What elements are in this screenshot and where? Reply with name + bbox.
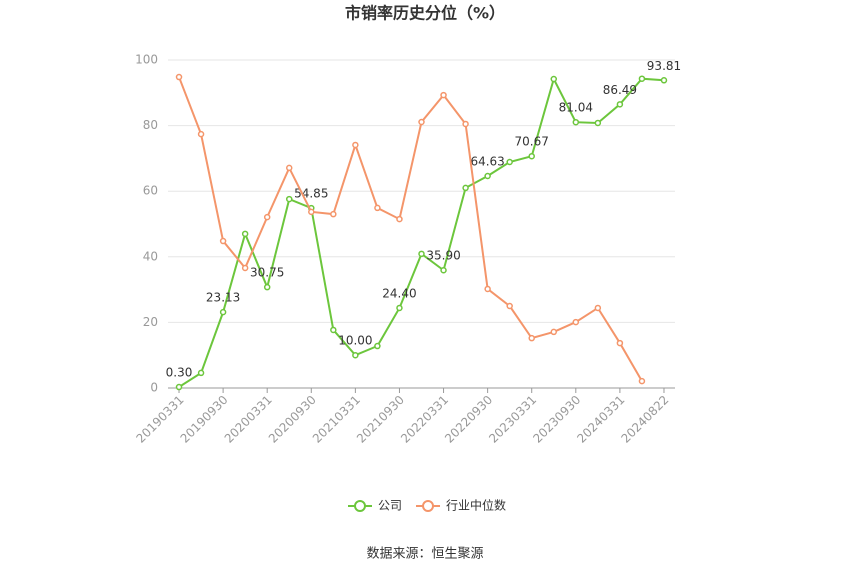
data-label: 0.30 (166, 366, 193, 380)
point (175, 383, 183, 391)
x-tick-label: 20240822 (618, 393, 671, 446)
y-tick-label: 100 (135, 53, 158, 67)
data-label: 10.00 (338, 334, 372, 348)
legend-label: 公司 (378, 499, 402, 513)
point (396, 304, 403, 312)
source: 数据来源：恒生聚源 (366, 547, 483, 562)
point (594, 304, 602, 312)
data-label: 24.40 (382, 286, 416, 300)
point (506, 302, 513, 310)
y-tick-label: 60 (143, 184, 158, 198)
point (308, 208, 315, 216)
point (506, 158, 513, 166)
point (263, 213, 271, 221)
point (374, 204, 381, 212)
point (440, 266, 447, 274)
data-label: 81.04 (559, 101, 593, 115)
data-label: 30.75 (250, 266, 284, 280)
point (374, 342, 381, 350)
series-line (178, 76, 643, 382)
point (175, 73, 183, 81)
y-tick-label: 20 (143, 315, 158, 329)
point (550, 328, 558, 336)
y-tick-label: 0 (150, 381, 158, 395)
point (616, 101, 624, 108)
point (638, 75, 646, 82)
point (197, 369, 205, 377)
data-label: 93.81 (647, 59, 681, 73)
legend-label: 行业中位数 (446, 498, 506, 513)
point (285, 164, 293, 172)
point (396, 215, 403, 223)
data-label: 35.90 (426, 249, 460, 263)
point (263, 283, 271, 291)
point (462, 184, 469, 192)
point (241, 264, 249, 272)
point (572, 118, 580, 126)
data-label: 23.13 (206, 291, 240, 305)
point (638, 377, 646, 385)
legend-marker (354, 500, 366, 512)
point (484, 285, 491, 293)
point (197, 130, 205, 138)
legend-marker (422, 500, 435, 512)
data-label: 54.85 (294, 187, 328, 201)
point (219, 237, 227, 245)
data-label: 86.49 (603, 83, 637, 97)
point (572, 318, 580, 326)
point (330, 326, 337, 334)
point (418, 118, 425, 126)
data-label: 64.63 (470, 155, 504, 169)
point (241, 230, 249, 238)
point (616, 339, 624, 347)
point (440, 91, 447, 99)
point (330, 210, 337, 218)
point (462, 120, 469, 128)
point (352, 141, 359, 149)
point (219, 308, 227, 316)
data-label: 70.67 (515, 135, 549, 149)
point (285, 195, 293, 203)
point (484, 172, 491, 180)
chart-title: 市销率历史分位（%） (345, 4, 505, 23)
point (660, 77, 668, 84)
point (528, 334, 535, 342)
point (550, 75, 558, 83)
point (418, 250, 425, 258)
y-tick-label: 80 (143, 118, 158, 132)
y-tick-label: 40 (143, 249, 158, 263)
point (594, 119, 602, 127)
point (352, 351, 359, 359)
point (528, 152, 535, 160)
